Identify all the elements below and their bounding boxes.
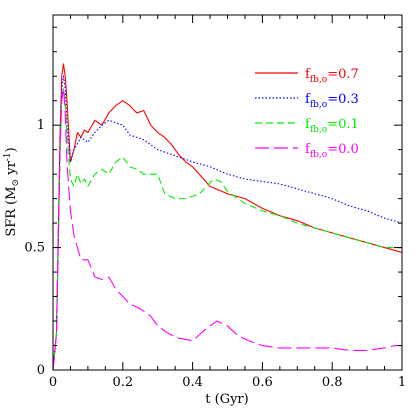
legend-label-3: ffb,o=0.0 <box>305 142 359 160</box>
y-tick-label: 0 <box>37 363 45 378</box>
ticks-layer <box>52 15 403 371</box>
legend-label-2: ffb,o=0.1 <box>305 117 359 135</box>
series-line-2 <box>53 87 402 370</box>
series-line-1 <box>53 75 402 370</box>
series-layer <box>53 63 402 370</box>
legend: ffb,o=0.7 ffb,o=0.3 ffb,o=0.1 ffb,o=0.0 <box>255 67 359 160</box>
x-tick-label: 0.6 <box>252 375 273 390</box>
legend-label-0: ffb,o=0.7 <box>305 67 359 85</box>
y-tick-label: 1 <box>37 118 45 133</box>
x-tick-label: 1 <box>398 375 406 390</box>
series-line-3 <box>53 87 402 370</box>
x-tick-label: 0.2 <box>112 375 133 390</box>
y-axis-label: SFR (M⊙ yr-1) <box>3 147 21 236</box>
series-line-0 <box>53 63 402 370</box>
x-tick-label: 0.4 <box>182 375 203 390</box>
x-axis-label: t (Gyr) <box>205 392 248 407</box>
x-tick-label: 0.8 <box>322 375 343 390</box>
x-tick-label: 0 <box>49 375 57 390</box>
tick-labels-layer: 0 0.2 0.4 0.6 0.8 1 0 0.5 1 <box>24 118 406 390</box>
y-tick-label: 0.5 <box>24 241 45 256</box>
legend-label-1: ffb,o=0.3 <box>305 92 359 110</box>
